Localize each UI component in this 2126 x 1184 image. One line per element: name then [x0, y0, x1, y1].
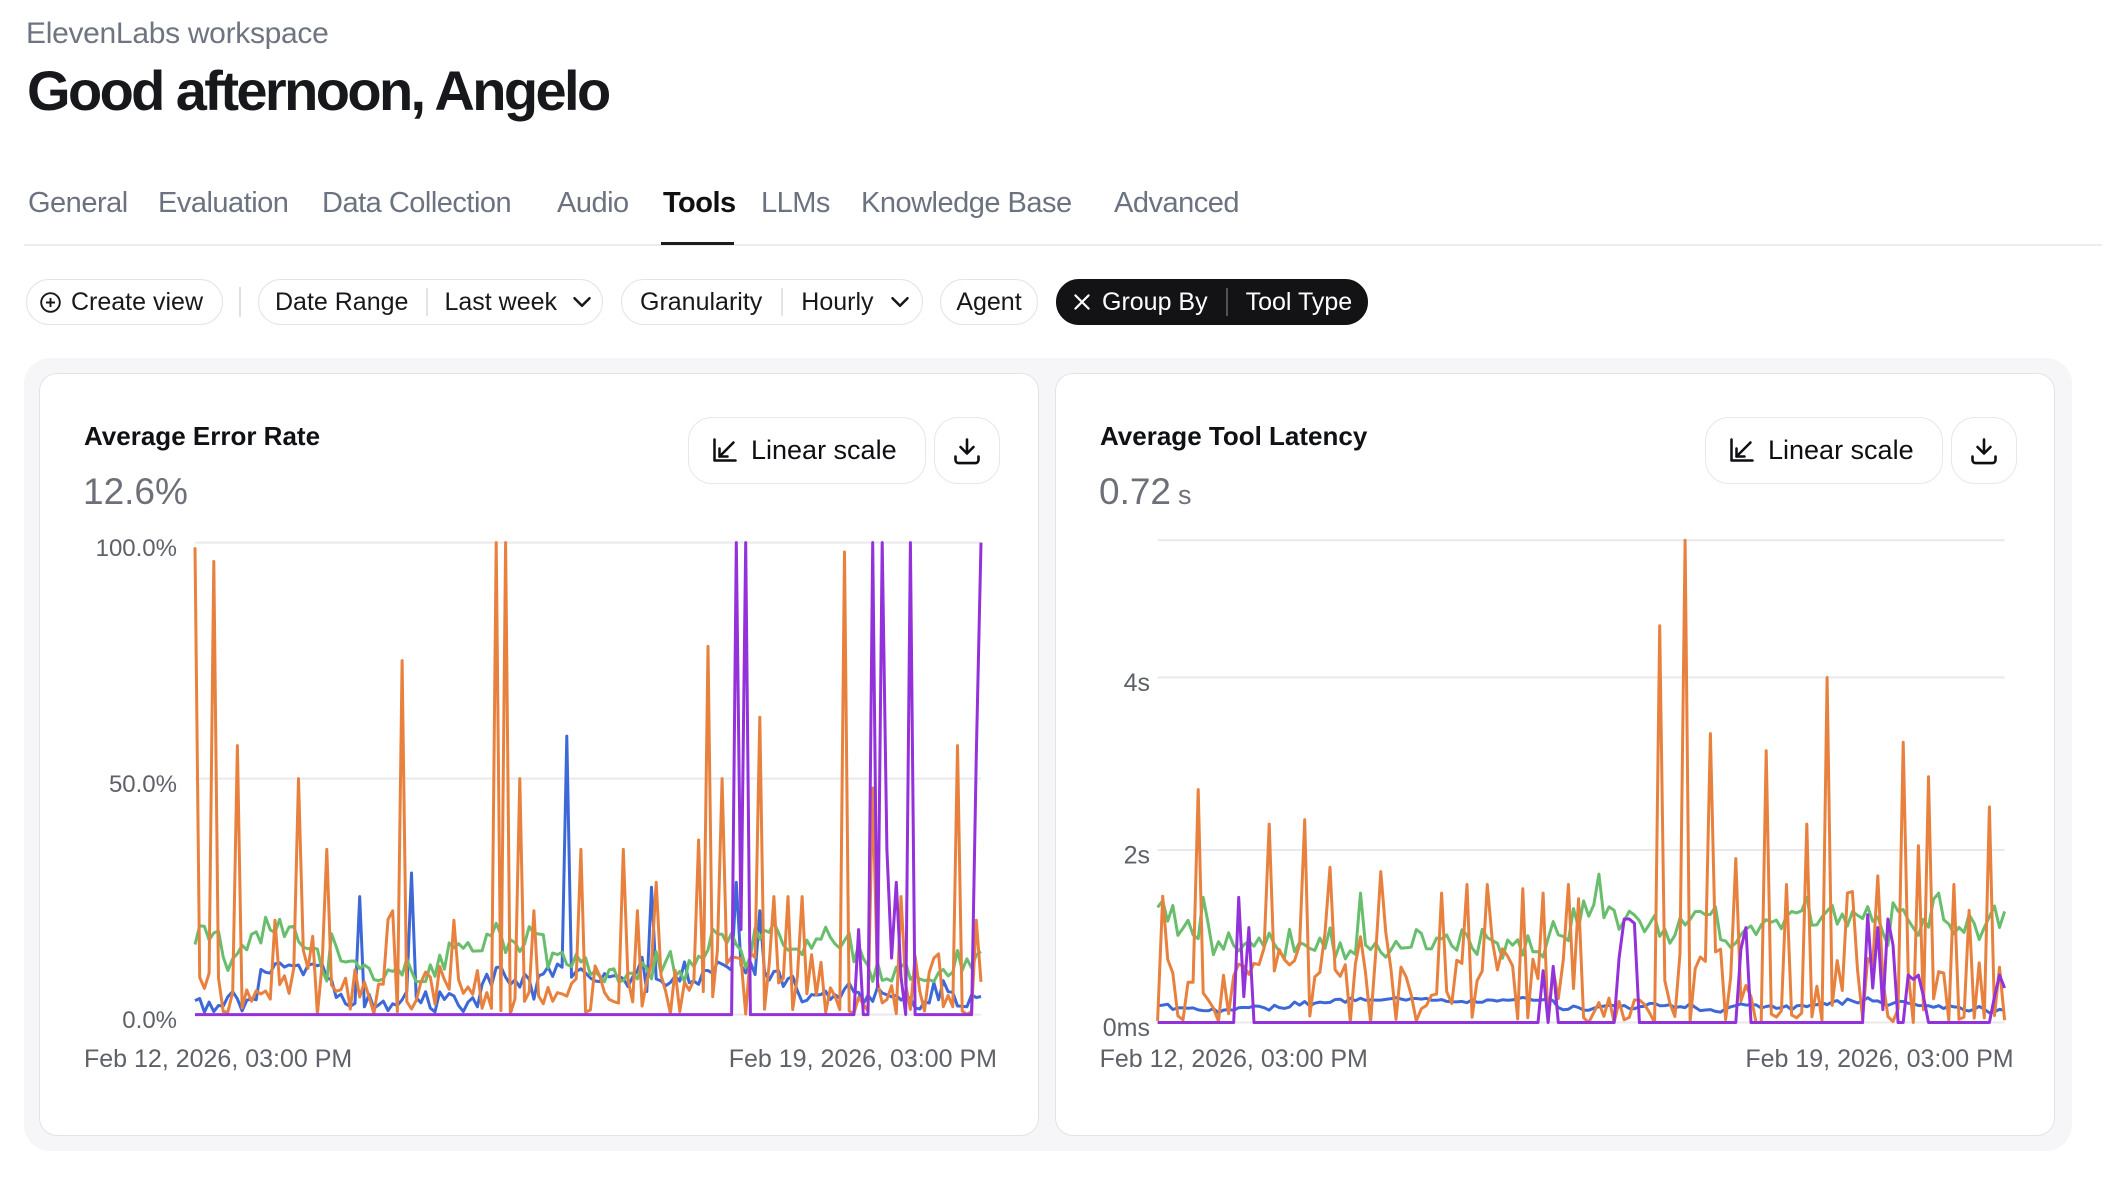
- svg-text:Feb 19, 2026, 03:00 PM: Feb 19, 2026, 03:00 PM: [1745, 1045, 2013, 1073]
- svg-text:Feb 12, 2026, 03:00 PM: Feb 12, 2026, 03:00 PM: [84, 1045, 352, 1073]
- svg-text:4s: 4s: [1124, 669, 1150, 697]
- svg-text:50.0%: 50.0%: [109, 771, 177, 798]
- svg-text:Feb 12, 2026, 03:00 PM: Feb 12, 2026, 03:00 PM: [1100, 1045, 1368, 1073]
- svg-text:100.0%: 100.0%: [96, 535, 177, 562]
- svg-text:0ms: 0ms: [1103, 1014, 1150, 1042]
- svg-text:2s: 2s: [1124, 842, 1150, 870]
- svg-text:0.0%: 0.0%: [122, 1007, 177, 1034]
- svg-text:Feb 19, 2026, 03:00 PM: Feb 19, 2026, 03:00 PM: [729, 1045, 997, 1073]
